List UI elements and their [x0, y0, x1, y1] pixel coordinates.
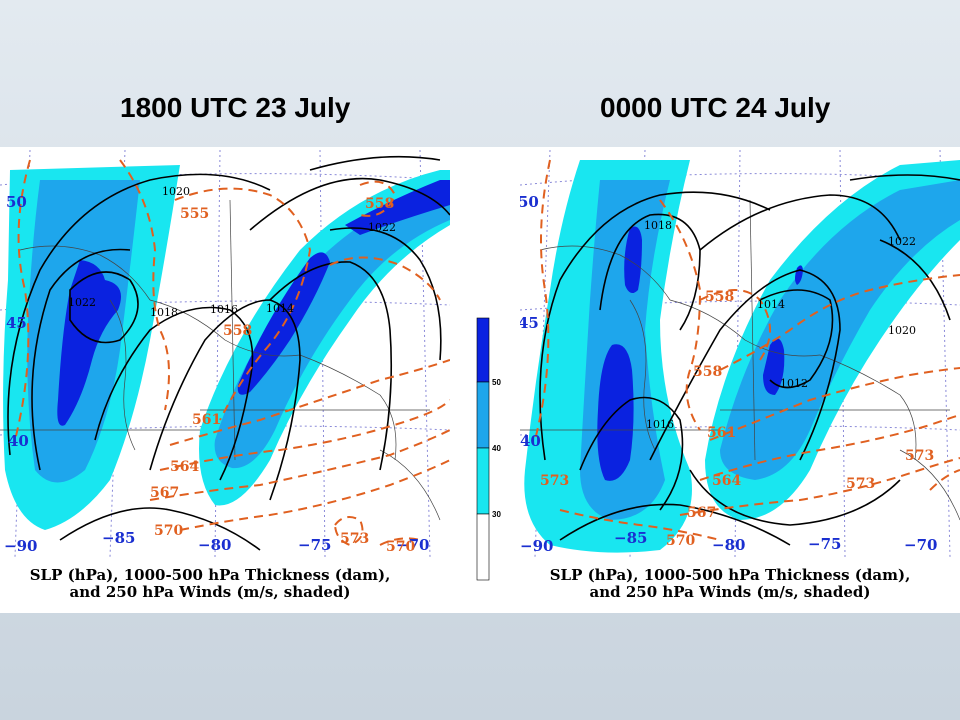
pressure-label-left-1016: 1016 — [210, 303, 238, 316]
pressure-label-left-1018: 1018 — [150, 306, 178, 319]
pressure-label-left-1014: 1014 — [266, 302, 294, 315]
pressure-contours-right — [539, 174, 960, 546]
lon-label-right-85: −85 — [614, 529, 647, 547]
lon-label-left-90: −90 — [4, 537, 37, 555]
thickness-label-left-561: 561 — [192, 412, 221, 428]
lon-label-left-75: −75 — [298, 536, 331, 554]
thickness-label-right-573b: 573 — [846, 476, 875, 492]
lat-label-right-45: 45 — [518, 314, 539, 332]
thickness-label-right-567: 567 — [687, 505, 716, 521]
thickness-contours-right — [534, 159, 960, 541]
thickness-label-right-564: 564 — [712, 473, 741, 489]
legend-box-level-40 — [476, 381, 490, 449]
lon-label-left-80: −80 — [198, 536, 231, 554]
thickness-label-left-570b: 570 — [386, 539, 415, 555]
legend-tick-50: 50 — [492, 378, 501, 387]
thickness-label-right-558b: 558 — [693, 364, 722, 380]
thickness-label-left-558b: 558 — [223, 323, 252, 339]
lat-label-left-40: 40 — [8, 432, 29, 450]
thickness-label-left-567: 567 — [150, 485, 179, 501]
thickness-label-left-555: 555 — [180, 206, 209, 222]
wind-40-region-east-left — [214, 185, 450, 469]
thickness-label-left-558a: 558 — [365, 196, 394, 212]
pressure-label-left-1022-west: 1022 — [68, 296, 96, 309]
pressure-label-right-1016: 1016 — [646, 418, 674, 431]
panel-title-left: 1800 UTC 23 July — [120, 92, 351, 123]
pressure-label-right-1012: 1012 — [780, 377, 808, 390]
caption-left-line1: SLP (hPa), 1000-500 hPa Thickness (dam), — [29, 566, 391, 584]
thickness-contours-left — [14, 159, 450, 547]
wind-50-region-east-right — [763, 338, 785, 395]
map-right: 50 45 40 −90 −85 −80 −75 −70 1018 1022 1… — [518, 149, 960, 557]
thickness-label-right-573c: 573 — [905, 448, 934, 464]
thickness-label-right-561: 561 — [707, 425, 736, 441]
wind-50-region-west-right-north — [624, 226, 642, 294]
pressure-label-right-1022: 1022 — [888, 235, 916, 248]
pressure-label-right-1014: 1014 — [757, 298, 785, 311]
legend-tick-30: 30 — [492, 510, 501, 519]
thickness-label-right-570: 570 — [666, 533, 695, 549]
lat-label-right-50: 50 — [518, 193, 539, 211]
lon-label-left-85: −85 — [102, 529, 135, 547]
thickness-label-right-558a: 558 — [705, 289, 734, 305]
wind-50-region-west-left — [57, 260, 122, 426]
caption-right-line2: and 250 hPa Winds (m/s, shaded) — [589, 583, 871, 601]
lon-label-right-80: −80 — [712, 536, 745, 554]
lat-label-left-50: 50 — [6, 193, 27, 211]
map-caption-left: SLP (hPa), 1000-500 hPa Thickness (dam),… — [0, 567, 420, 601]
thickness-label-left-570a: 570 — [154, 523, 183, 539]
lon-label-right-90: −90 — [520, 537, 553, 555]
caption-right-line1: SLP (hPa), 1000-500 hPa Thickness (dam), — [549, 566, 911, 584]
lon-label-right-75: −75 — [808, 535, 841, 553]
pressure-label-right-1018: 1018 — [644, 219, 672, 232]
legend-box-level-30 — [476, 447, 490, 515]
legend-box-level-50 — [476, 317, 490, 383]
map-left: 50 45 40 −90 −85 −80 −75 −70 1020 1022 1… — [0, 149, 450, 557]
geography-outlines-right — [520, 199, 960, 521]
thickness-label-left-573: 573 — [340, 531, 369, 547]
thickness-label-right-573a: 573 — [540, 473, 569, 489]
lat-label-left-45: 45 — [6, 314, 27, 332]
pressure-label-left-1020: 1020 — [162, 185, 190, 198]
lat-label-right-40: 40 — [520, 432, 541, 450]
panel-title-right: 0000 UTC 24 July — [600, 92, 831, 123]
pressure-label-left-1022: 1022 — [368, 221, 396, 234]
pressure-contours-left — [7, 155, 450, 551]
wind-speed-legend: 50 40 30 — [476, 317, 501, 581]
pressure-label-right-1020: 1020 — [888, 324, 916, 337]
thickness-label-left-564: 564 — [170, 459, 199, 475]
lon-label-left-70: −70 — [396, 536, 429, 554]
legend-box-below-30 — [476, 513, 490, 581]
caption-left-line2: and 250 hPa Winds (m/s, shaded) — [69, 583, 351, 601]
map-caption-right: SLP (hPa), 1000-500 hPa Thickness (dam),… — [520, 567, 940, 601]
legend-tick-40: 40 — [492, 444, 501, 453]
lon-label-right-70: −70 — [904, 536, 937, 554]
